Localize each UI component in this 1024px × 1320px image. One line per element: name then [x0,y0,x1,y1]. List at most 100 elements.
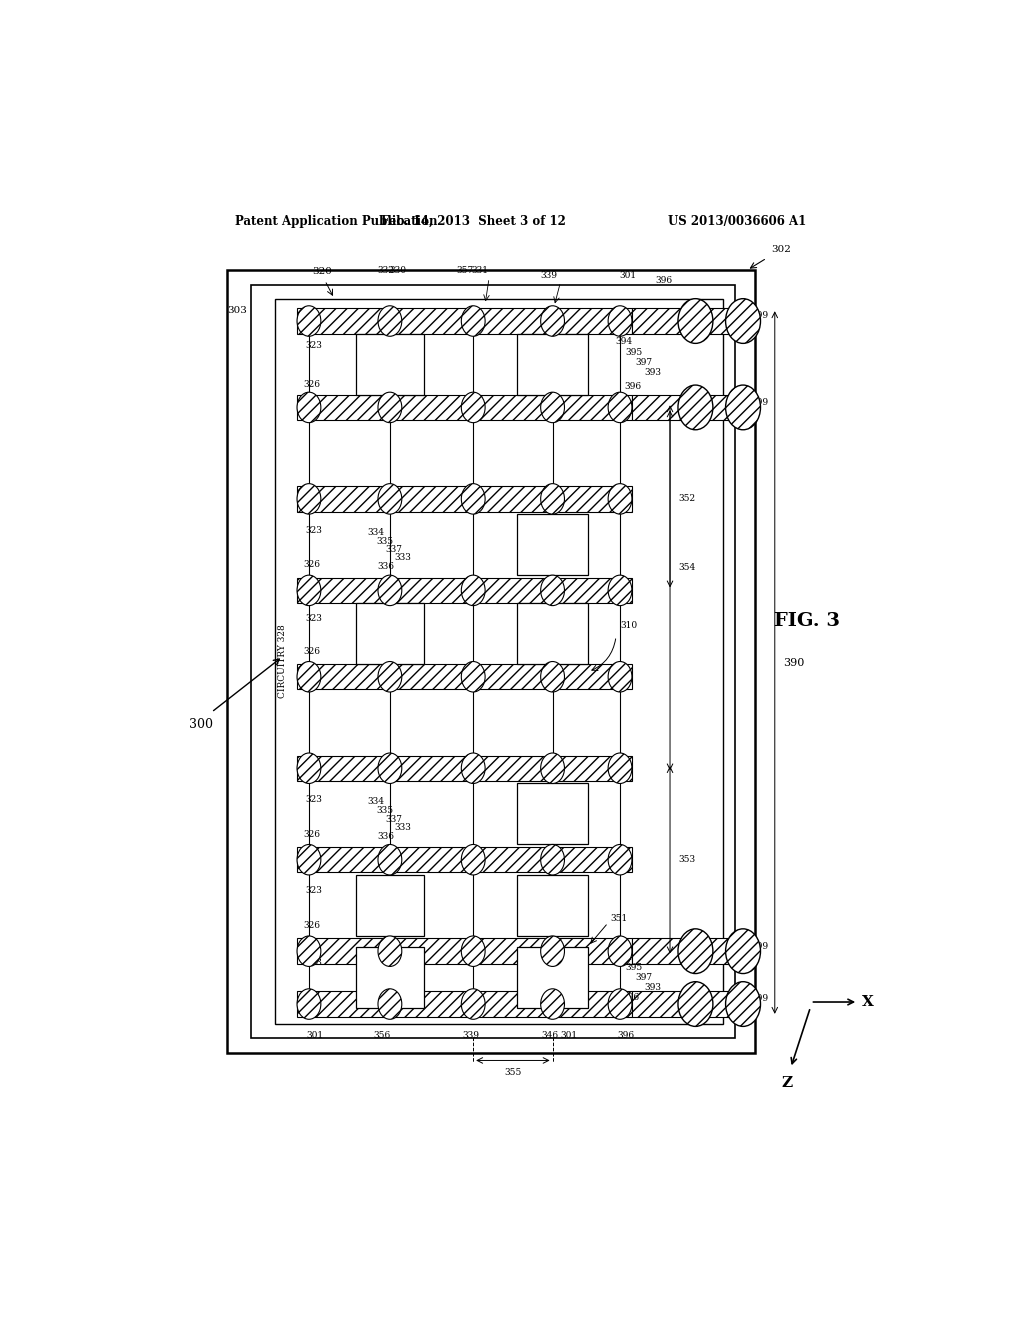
Circle shape [378,752,401,784]
Text: FIG. 3: FIG. 3 [773,612,840,630]
Circle shape [726,385,761,430]
Circle shape [678,929,713,974]
Text: 396: 396 [625,381,641,391]
Circle shape [678,385,713,430]
Text: 347: 347 [547,366,564,375]
Bar [274,298,723,1024]
Bar [297,755,632,781]
Text: 399: 399 [751,397,768,407]
Text: 337: 337 [385,906,402,915]
Text: 394: 394 [615,953,633,962]
Text: 396: 396 [623,994,640,1002]
Text: 345: 345 [538,970,555,979]
Bar [297,486,632,512]
Circle shape [378,661,401,692]
Text: 351: 351 [610,915,628,923]
Bar [227,271,755,1053]
Text: 396: 396 [617,1031,635,1040]
Text: 301: 301 [620,272,637,280]
Text: 334: 334 [367,616,384,626]
Circle shape [608,392,632,422]
Text: 323: 323 [305,795,323,804]
Text: 301: 301 [307,1031,324,1040]
Text: 344: 344 [528,619,545,628]
Bar [297,578,632,603]
Text: 333: 333 [394,822,411,832]
Text: 337: 337 [385,978,402,987]
Text: 312: 312 [540,548,557,557]
Bar [297,939,632,964]
Circle shape [678,298,713,343]
Text: 316: 316 [556,828,573,837]
Bar [251,285,735,1038]
Circle shape [608,752,632,784]
Circle shape [608,936,632,966]
Text: 337: 337 [385,358,401,367]
Text: 355: 355 [504,1068,521,1077]
Text: 335: 335 [377,626,393,635]
Bar [632,939,755,964]
Text: 313: 313 [561,821,579,830]
Circle shape [378,989,401,1019]
Bar [297,991,632,1016]
Bar [356,603,424,664]
Bar [632,395,755,420]
Circle shape [541,306,564,337]
Text: 333: 333 [394,368,411,376]
Text: 326: 326 [303,647,321,656]
Bar [632,309,755,334]
Text: 399: 399 [751,941,768,950]
Bar [297,664,632,689]
Circle shape [461,306,485,337]
Text: 311: 311 [540,820,557,829]
Text: 333: 333 [394,553,411,562]
Circle shape [608,989,632,1019]
Text: 336: 336 [378,995,394,1005]
Circle shape [297,936,321,966]
Text: 339: 339 [462,1031,479,1040]
Text: 352: 352 [678,495,695,503]
Circle shape [461,752,485,784]
Circle shape [608,306,632,337]
Text: Patent Application Publication: Patent Application Publication [236,215,437,228]
Bar [297,309,632,334]
Circle shape [297,392,321,422]
Text: 346: 346 [538,381,555,391]
Text: 334: 334 [367,528,384,537]
Bar [517,875,588,936]
Bar [297,847,632,873]
Bar [297,395,632,420]
Text: 394: 394 [615,338,633,346]
Text: 323: 323 [305,525,323,535]
Circle shape [461,661,485,692]
Text: 344: 344 [526,347,544,356]
Circle shape [378,936,401,966]
Bar [517,603,588,664]
Circle shape [726,298,761,343]
Text: 335: 335 [377,537,393,546]
Text: 343: 343 [540,609,557,618]
Text: 326: 326 [303,994,321,1002]
Text: 314: 314 [532,791,549,800]
Text: 335: 335 [375,350,392,359]
Text: 337: 337 [385,545,402,554]
Circle shape [608,661,632,692]
Circle shape [378,576,401,606]
Text: 301: 301 [560,1031,577,1040]
Text: 343: 343 [557,374,573,383]
Circle shape [608,845,632,875]
Text: 353: 353 [678,855,695,865]
Circle shape [461,989,485,1019]
Text: 334: 334 [367,961,384,970]
Circle shape [297,752,321,784]
Text: 337: 337 [385,814,402,824]
Text: 326: 326 [303,921,321,931]
Circle shape [541,845,564,875]
Text: 333: 333 [394,643,411,651]
Text: 347: 347 [548,979,565,989]
Circle shape [378,392,401,422]
Text: 320: 320 [312,268,333,276]
Bar [517,334,588,395]
Text: 323: 323 [305,614,323,623]
Text: 331: 331 [471,267,488,275]
